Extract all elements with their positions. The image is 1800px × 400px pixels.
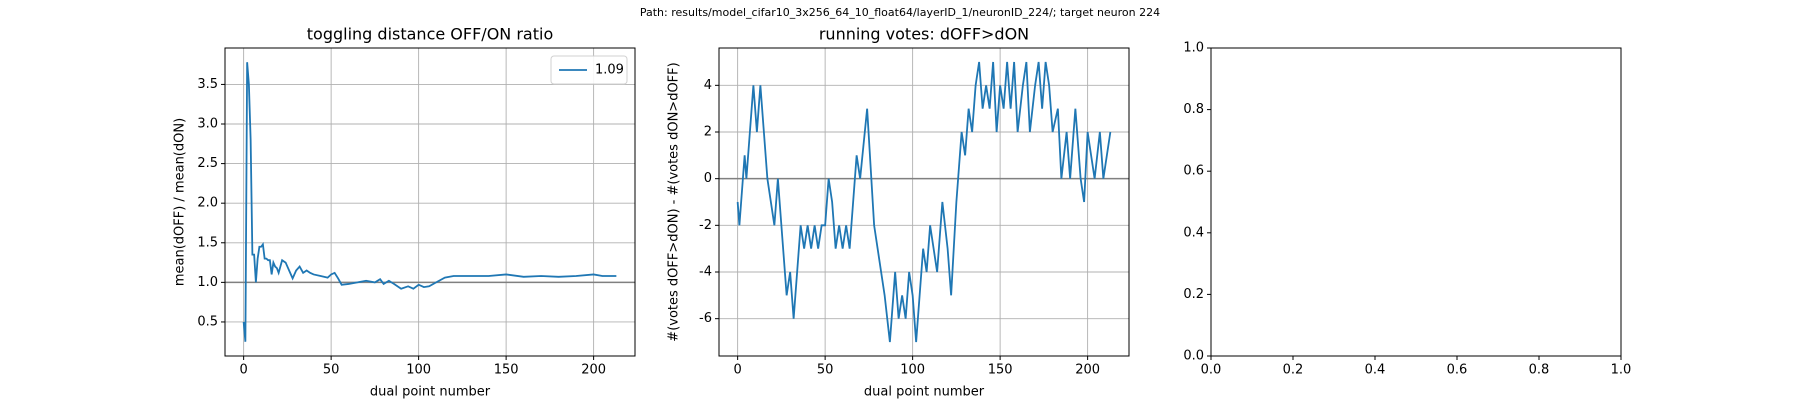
y-tick-label: 2 bbox=[704, 125, 712, 140]
data-line bbox=[736, 61, 1112, 343]
y-tick-label: 1.5 bbox=[197, 235, 218, 250]
x-tick-label: 200 bbox=[581, 363, 606, 378]
y-tick-label: 3.5 bbox=[197, 77, 218, 92]
x-tick-label: 0.2 bbox=[1283, 363, 1304, 378]
x-tick-label: 0.8 bbox=[1529, 363, 1550, 378]
axes-frame bbox=[1210, 47, 1622, 357]
axes-frame bbox=[718, 47, 1130, 357]
y-axis-label: #(votes dOFF>dON) - #(votes dON>dOFF) bbox=[667, 62, 682, 341]
y-tick-label: 0.6 bbox=[1183, 164, 1204, 179]
y-tick-label: 0.8 bbox=[1183, 102, 1204, 117]
y-axis-label: mean(dOFF) / mean(dON) bbox=[173, 118, 188, 286]
y-tick-label: 2.0 bbox=[197, 196, 218, 211]
x-tick-label: 1.0 bbox=[1611, 363, 1632, 378]
y-tick-label: 3.0 bbox=[197, 117, 218, 132]
y-tick-label: 1.0 bbox=[197, 275, 218, 290]
x-axis-label: dual point number bbox=[370, 385, 491, 400]
x-tick-label: 0.4 bbox=[1365, 363, 1386, 378]
legend-box bbox=[550, 55, 628, 85]
x-tick-label: 0.0 bbox=[1201, 363, 1222, 378]
y-tick-label: 0.0 bbox=[1183, 349, 1204, 364]
y-tick-label: 4 bbox=[704, 78, 712, 93]
y-tick-label: -4 bbox=[699, 265, 712, 280]
axes-title: running votes: dOFF>dON bbox=[819, 25, 1029, 44]
x-tick-label: 150 bbox=[494, 363, 519, 378]
y-tick-label: 0 bbox=[704, 171, 712, 186]
x-tick-label: 50 bbox=[817, 363, 834, 378]
y-tick-label: 1.0 bbox=[1183, 41, 1204, 56]
x-tick-label: 0 bbox=[239, 363, 247, 378]
axes-title: toggling distance OFF/ON ratio bbox=[307, 25, 553, 44]
figure-title: Path: results/model_cifar10_3x256_64_10_… bbox=[640, 6, 1160, 19]
x-tick-label: 100 bbox=[900, 363, 925, 378]
legend-label: 1.09 bbox=[595, 63, 624, 78]
x-tick-label: 0 bbox=[733, 363, 741, 378]
y-tick-label: -2 bbox=[699, 218, 712, 233]
x-tick-label: 100 bbox=[406, 363, 431, 378]
x-axis-label: dual point number bbox=[864, 385, 985, 400]
y-tick-label: -6 bbox=[699, 311, 712, 326]
y-tick-label: 0.4 bbox=[1183, 225, 1204, 240]
x-tick-label: 150 bbox=[988, 363, 1013, 378]
x-tick-label: 200 bbox=[1075, 363, 1100, 378]
axes-frame bbox=[224, 47, 636, 357]
y-tick-label: 2.5 bbox=[197, 156, 218, 171]
y-tick-label: 0.5 bbox=[197, 314, 218, 329]
y-tick-label: 0.2 bbox=[1183, 287, 1204, 302]
data-line bbox=[242, 62, 617, 342]
x-tick-label: 50 bbox=[323, 363, 340, 378]
x-tick-label: 0.6 bbox=[1447, 363, 1468, 378]
